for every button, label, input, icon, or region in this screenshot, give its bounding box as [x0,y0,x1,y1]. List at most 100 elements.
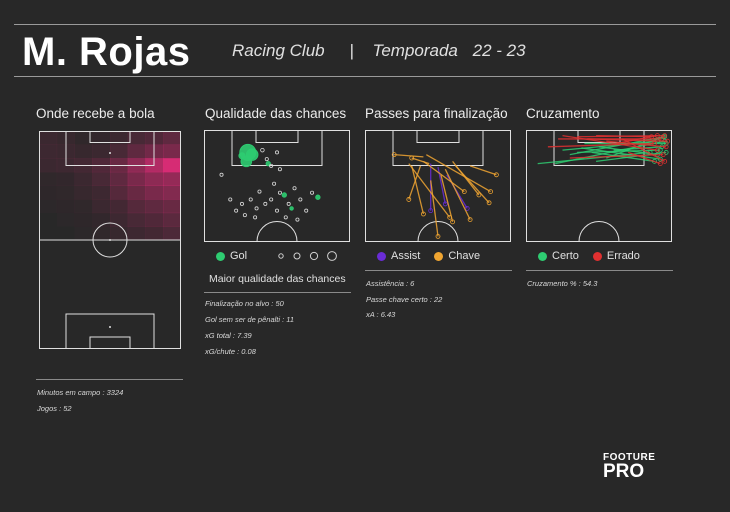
heat-cell [127,185,146,200]
cross-fail-line [569,153,664,159]
key-pass-line [408,165,422,200]
key-pass-origin-point [435,234,441,239]
heat-cell [57,213,75,227]
cross-fail-origin-point [649,134,654,140]
key-pass-line [394,153,424,158]
heat-cell [145,131,164,146]
cross-success-line [581,147,661,160]
key-pass-line [444,168,471,220]
cross-success-origin-point [657,156,663,162]
legend-cross-fail: Errado [592,250,640,262]
shot-point [239,201,244,206]
size-legend-icon [278,251,338,261]
key-pass-origin-point [467,217,473,222]
cross-fail-origin-point [660,152,666,158]
heat-cell [163,171,181,186]
cross-fail-line [547,142,655,148]
touch-heatmap [39,131,181,349]
cross-fail-origin-point [665,138,671,144]
heat-cell [110,199,129,214]
cross-success-line [595,151,667,163]
key-pass-line [411,157,430,165]
key-pass-line [430,180,439,237]
heat-cell [74,131,93,146]
cross-success-line [577,149,661,154]
shots-legend: Gol [216,250,341,262]
player-name: M. Rojas [22,30,191,74]
cross-fail-line [627,151,661,165]
cross-success-line [598,146,658,156]
key-pass-line [408,163,451,218]
heat-cell [92,226,111,241]
heat-cell [127,226,146,241]
heat-cell [39,226,57,240]
key-pass-origin-point [476,192,482,198]
heat-cell [145,171,164,186]
goal-shot-point [265,160,271,167]
shot-point [283,215,288,220]
key-pass-origin-point [488,189,493,194]
heat-cell [57,199,75,213]
heat-cell [127,199,146,214]
heat-cell [163,212,181,227]
shot-point [272,181,277,186]
heat-cell [75,226,93,240]
heat-cell [145,226,164,241]
shots-title: Qualidade das chances [205,106,347,121]
key-pass-line [411,165,425,215]
cross-legend: Certo Errado [538,250,654,262]
cross-map [526,130,672,242]
shot-point [277,167,282,172]
heat-cell [57,226,75,240]
cross-fail-origin-point [654,147,660,153]
cross-fail-line [622,138,666,162]
legend-assist: Assist [377,250,420,262]
key-pass-origin-point [447,214,453,220]
shot-point [263,201,268,206]
shot-point [275,150,280,155]
season-label: Temporada [372,41,458,60]
heat-cell [74,171,93,186]
shots-divider [204,292,351,293]
heat-cell [92,212,111,227]
heat-cell [163,144,181,159]
touch-title: Onde recebe a bola [36,106,155,121]
season-value: 22 - 23 [472,41,526,60]
shot-point [228,197,233,202]
cross-success-line [537,151,651,165]
cross-fail-dot-icon [592,251,602,261]
key-pass-dot-icon [434,251,444,261]
stat-key-passes: Passe chave certo : 22 [366,295,443,304]
heat-cell [39,199,57,213]
legend-cross-ok: Certo [538,250,579,262]
key-pass-origin-point [409,155,415,161]
key-pass-origin-point [421,211,426,217]
cross-success-line [613,146,662,151]
shot-point [260,147,265,153]
heat-cell [110,131,129,146]
heat-cell [74,199,93,214]
legend-key-pass: Chave [434,250,480,262]
key-pass-line [469,165,497,176]
key-pass-origin-point [493,172,499,178]
separator: | [349,41,354,60]
heat-cell [110,171,129,186]
stat-assists: Assistência : 6 [366,279,415,288]
cross-fail-origin-point [662,158,668,164]
shot-point [242,213,247,218]
goal-shot-point [281,192,287,198]
goal-shot-point [238,152,246,160]
heat-cell [145,199,164,214]
shot-point [275,208,280,213]
heat-cell [39,171,58,186]
key-pass-origin-point [450,219,455,225]
shot-point [286,201,291,206]
cross-fail-line [562,134,658,151]
cross-fail-origin-point [657,161,663,166]
shot-point [219,172,224,177]
key-pass-line [440,174,454,222]
assist-pass-origin-point [442,201,448,207]
goal-shot-point [289,206,294,211]
heat-cell [163,158,181,173]
heat-cell [110,212,129,227]
